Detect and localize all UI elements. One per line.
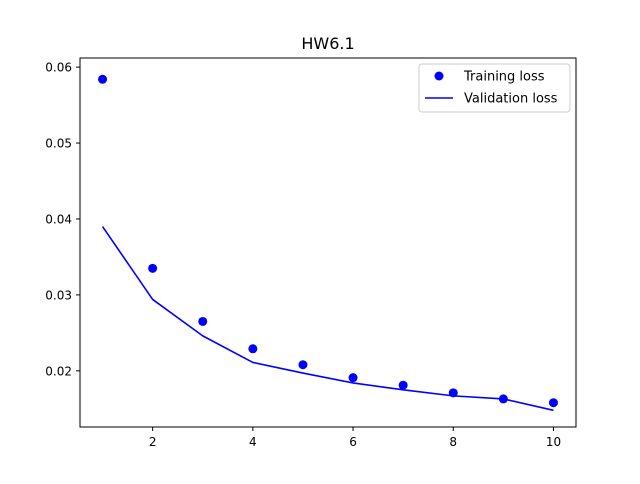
x-tick-label: 2	[149, 435, 157, 449]
training-loss-point	[348, 373, 358, 383]
x-tick-label: 8	[449, 435, 457, 449]
training-loss-point	[398, 380, 408, 390]
training-loss-point	[98, 74, 108, 84]
validation-loss-line	[101, 226, 554, 412]
y-tick-label: 0.03	[45, 288, 72, 302]
x-tick-label: 6	[349, 435, 357, 449]
training-loss-point	[248, 344, 258, 354]
y-tick-label: 0.04	[45, 212, 72, 226]
training-loss-point	[448, 388, 458, 398]
legend-box	[418, 63, 571, 113]
legend-label-validation: Validation loss	[464, 92, 558, 107]
x-tick-label: 4	[249, 435, 257, 449]
plot-frame	[79, 57, 577, 428]
legend: Training loss Validation loss	[418, 63, 571, 113]
training-loss-point	[298, 360, 308, 370]
training-loss-point	[148, 263, 158, 273]
chart-title: HW6.1	[301, 34, 354, 53]
y-tick-label: 0.06	[45, 61, 72, 75]
training-loss-point	[498, 394, 508, 404]
y-tick-label: 0.05	[45, 137, 72, 151]
x-axis: 2 4 6 8 10	[149, 427, 561, 449]
y-axis: 0.02 0.03 0.04 0.05 0.06	[45, 61, 80, 378]
training-loss-point	[198, 316, 208, 326]
x-tick-label: 10	[546, 435, 561, 449]
legend-label-training: Training loss	[463, 70, 545, 85]
series-layer	[98, 74, 558, 412]
legend-marker-training	[434, 71, 444, 81]
plot-area	[80, 58, 576, 427]
training-loss-point	[548, 398, 558, 408]
y-tick-label: 0.02	[45, 364, 72, 378]
